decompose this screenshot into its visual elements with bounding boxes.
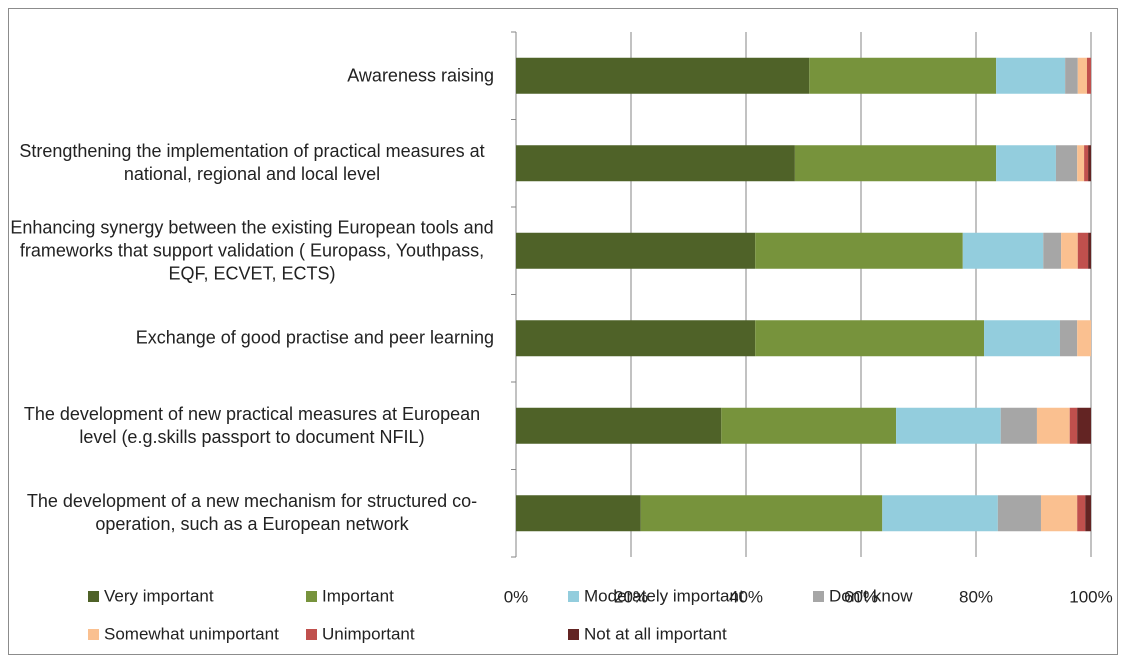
legend-swatch (88, 591, 99, 602)
bar-segment (1036, 407, 1070, 444)
x-tick-label: 20% (614, 587, 648, 606)
x-tick-label: 60% (844, 587, 878, 606)
bar-segment (1077, 407, 1091, 444)
bar-segment (1077, 145, 1085, 182)
bar-segment (1000, 407, 1037, 444)
x-tick-label: 80% (959, 587, 993, 606)
legend-label: Very important (104, 586, 214, 605)
category-label-box: The development of a new mechanism for s… (10, 490, 494, 536)
category-label: The development of a new mechanism for s… (26, 491, 478, 535)
bar-segment (516, 145, 795, 182)
bar-segment (809, 57, 997, 94)
bar-segment (996, 57, 1066, 94)
category-label-box: Enhancing synergy between the existing E… (10, 216, 494, 285)
legend-swatch (813, 591, 824, 602)
legend-swatch (306, 629, 317, 640)
bar-segment (516, 407, 722, 444)
bar-segment (1043, 232, 1062, 269)
legend-swatch (568, 591, 579, 602)
category-label-box: Strengthening the implementation of prac… (10, 140, 494, 186)
bar-segment (1077, 320, 1091, 357)
bar-segment (1088, 145, 1091, 182)
category-label-box: Exchange of good practise and peer learn… (10, 327, 494, 350)
bar-segment (516, 495, 641, 532)
bar-segment (1086, 57, 1091, 94)
legend-swatch (88, 629, 99, 640)
bar-segment (962, 232, 1044, 269)
bar-segment (516, 57, 810, 94)
legend-label: Unimportant (322, 624, 415, 643)
bar-segment (1059, 320, 1078, 357)
legend-label: Don't know (829, 586, 913, 605)
category-label-box: Awareness raising (10, 64, 494, 87)
bar-segment (996, 145, 1056, 182)
category-label: Exchange of good practise and peer learn… (135, 327, 494, 348)
bar-segment (1077, 232, 1089, 269)
legend-swatch (306, 591, 317, 602)
bar-segment (516, 320, 756, 357)
bar-segment (1085, 495, 1091, 532)
legend-label: Somewhat unimportant (104, 624, 279, 643)
bar-segment (1088, 232, 1091, 269)
category-label: The development of new practical measure… (23, 403, 481, 447)
bar-segment (1084, 145, 1089, 182)
legend-label: Important (322, 586, 394, 605)
bar-segment (896, 407, 1001, 444)
bar-segment (1077, 495, 1086, 532)
bar-segment (1065, 57, 1078, 94)
bar-segment (984, 320, 1060, 357)
legend-swatch (568, 629, 579, 640)
bar-segment (794, 145, 997, 182)
bar-segment (1077, 57, 1087, 94)
bar-segment (721, 407, 897, 444)
bar-segment (997, 495, 1041, 532)
x-tick-label: 0% (504, 587, 529, 606)
bar-segment (882, 495, 998, 532)
bar-segment (1040, 495, 1078, 532)
bar-segment (755, 232, 963, 269)
category-label-box: The development of new practical measure… (10, 403, 494, 449)
category-label: Enhancing synergy between the existing E… (10, 217, 494, 284)
bar-segment (1055, 145, 1078, 182)
bar-segment (755, 320, 985, 357)
x-tick-label: 100% (1069, 587, 1112, 606)
bar-segment (1069, 407, 1078, 444)
category-label: Awareness raising (347, 65, 494, 86)
legend-label: Moderately important (584, 586, 744, 605)
bar-segment (516, 232, 756, 269)
chart-frame (8, 8, 1118, 655)
bar-segment (1061, 232, 1078, 269)
category-label: Strengthening the implementation of prac… (19, 141, 485, 185)
bar-segment (640, 495, 883, 532)
x-tick-label: 40% (729, 587, 763, 606)
legend-label: Not at all important (584, 624, 727, 643)
